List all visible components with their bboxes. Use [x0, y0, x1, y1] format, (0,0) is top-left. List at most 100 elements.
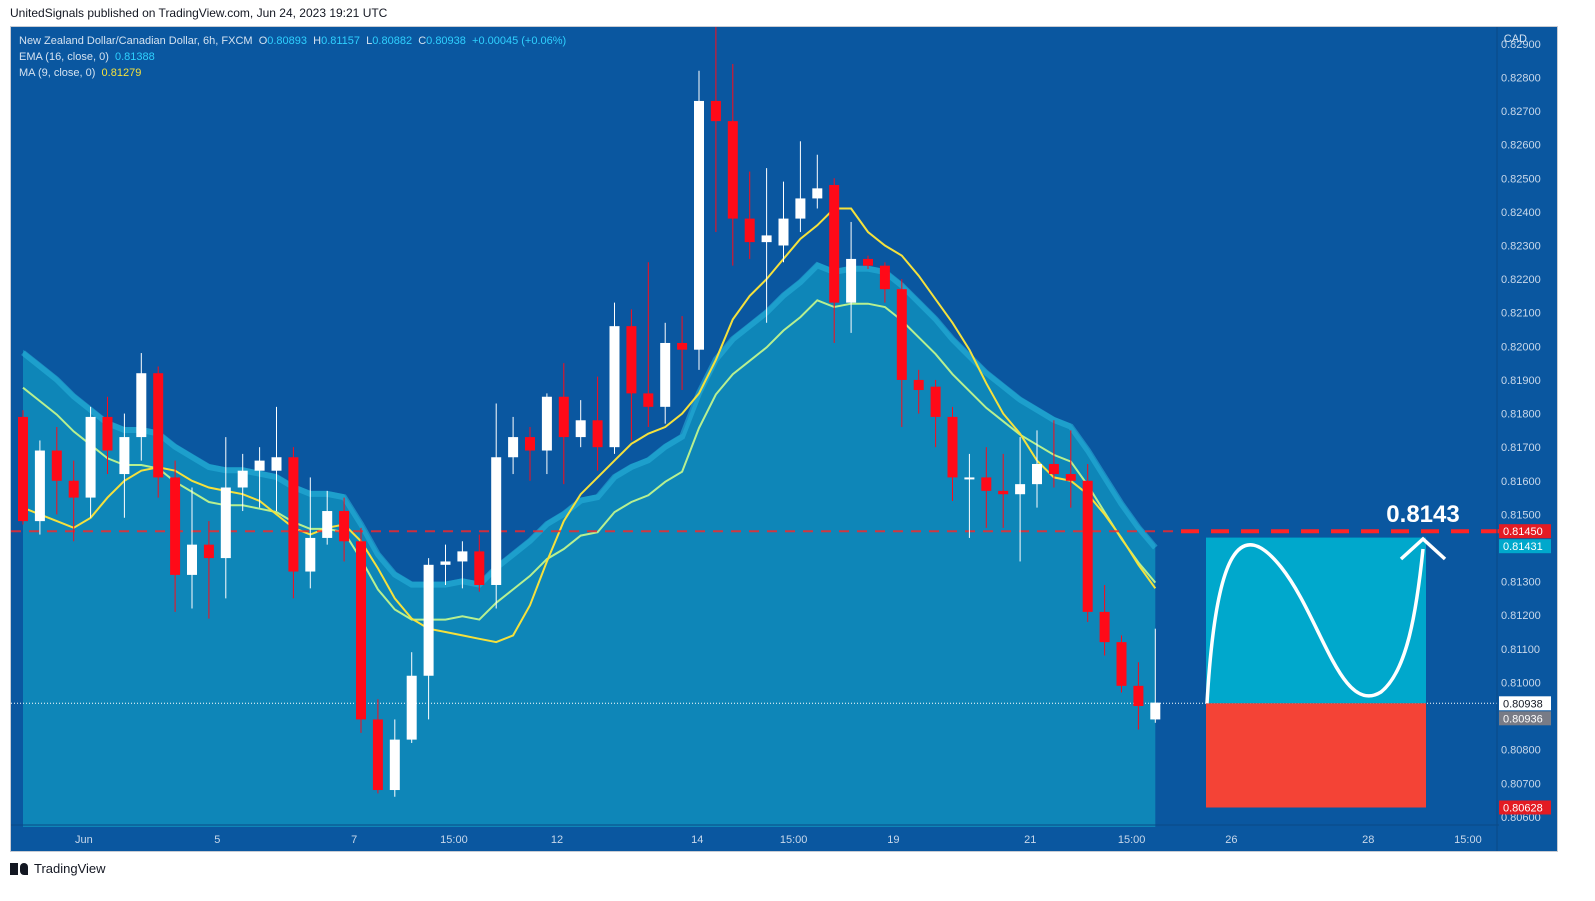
candle-body — [1015, 484, 1026, 495]
candle-body — [744, 218, 755, 243]
x-tick-label: 7 — [351, 834, 357, 846]
price-tag-label: 0.80938 — [1503, 698, 1543, 710]
y-tick-label: 0.81200 — [1501, 610, 1541, 622]
candle — [1150, 628, 1161, 723]
candle — [710, 27, 721, 233]
candle — [136, 353, 147, 461]
candle-body — [981, 477, 992, 491]
y-tick-label: 0.82200 — [1501, 274, 1541, 286]
legend-ema-value: 0.81388 — [115, 51, 155, 63]
legend-ma[interactable]: MA (9, close, 0) 0.81279 — [19, 65, 141, 81]
legend-ohlc: New Zealand Dollar/Canadian Dollar, 6h, … — [19, 35, 567, 47]
legend-close: 0.80938 — [426, 35, 466, 47]
currency-label: CAD — [1503, 33, 1527, 45]
candle-body — [305, 537, 316, 572]
price-chart[interactable]: 0.8143 0.82900 0.82800 0.82700 0.82600 0.825… — [11, 27, 1557, 851]
candle — [879, 262, 890, 303]
candle-body — [1116, 642, 1127, 686]
candle-body — [508, 437, 519, 458]
candle-body — [220, 487, 231, 559]
x-tick-label: 15:00 — [1454, 834, 1482, 846]
price-tag-label: 0.81431 — [1503, 541, 1543, 553]
candle-body — [609, 326, 620, 448]
candle — [575, 400, 586, 448]
ema-band-area — [23, 262, 1156, 827]
candle-body — [558, 396, 569, 438]
candle — [1082, 463, 1093, 622]
candle-body — [372, 719, 383, 791]
candle — [930, 379, 941, 448]
candle — [119, 413, 130, 518]
candle-body — [136, 373, 147, 438]
candle-body — [846, 258, 857, 303]
publish-info: UnitedSignals published on TradingView.c… — [10, 6, 388, 20]
candle-body — [812, 188, 823, 199]
candle — [863, 255, 873, 270]
candle — [288, 447, 299, 599]
candle-body — [68, 480, 79, 498]
candle — [18, 410, 28, 525]
candle-body — [51, 450, 62, 481]
y-tick-label: 0.80800 — [1501, 745, 1541, 757]
x-tick-label: 21 — [1024, 834, 1036, 846]
candle-body — [677, 342, 688, 350]
candle-body — [879, 265, 890, 290]
candle — [896, 279, 907, 427]
price-tag: 0.80936 — [1499, 711, 1551, 726]
candle-body — [85, 416, 96, 498]
candle — [339, 497, 350, 562]
candle-body — [592, 420, 603, 448]
x-tick-label: 15:00 — [1118, 834, 1146, 846]
candle — [795, 141, 806, 233]
price-tag-label: 0.81450 — [1503, 526, 1543, 538]
candle — [541, 393, 552, 475]
x-tick-label: 5 — [214, 834, 220, 846]
candle — [1133, 662, 1144, 730]
candle — [643, 262, 654, 427]
candle-body — [153, 373, 164, 478]
y-tick-label: 0.81300 — [1501, 577, 1541, 589]
candle — [846, 221, 857, 333]
candle-body — [964, 477, 975, 480]
candle — [51, 427, 62, 515]
y-tick-label: 0.82900 — [1501, 39, 1541, 51]
y-tick-label: 0.80600 — [1501, 812, 1541, 824]
candle-body — [440, 561, 451, 565]
candle-body — [761, 235, 772, 243]
candle — [1048, 420, 1059, 488]
candle-body — [947, 416, 958, 478]
candle-body — [896, 289, 907, 380]
candle-body — [170, 477, 181, 575]
candle-body — [660, 342, 671, 407]
price-tag-box — [1499, 711, 1551, 726]
candle — [322, 490, 333, 545]
y-tick-label: 0.82000 — [1501, 341, 1541, 353]
candle — [1015, 437, 1026, 562]
candle — [406, 652, 417, 743]
candle — [187, 487, 197, 609]
candle — [1065, 430, 1076, 508]
candle-body — [1082, 480, 1093, 612]
y-tick-label: 0.81100 — [1501, 644, 1540, 656]
candle — [778, 181, 789, 263]
candle — [1032, 430, 1042, 508]
candle-body — [491, 457, 502, 585]
candle-body — [237, 470, 248, 488]
y-tick-label: 0.81500 — [1501, 509, 1541, 521]
tradingview-logo-icon — [10, 862, 30, 875]
candle-body — [795, 198, 806, 219]
candle-body — [913, 379, 924, 391]
y-tick-label: 0.82400 — [1501, 207, 1541, 219]
forecast-curve — [1205, 543, 1425, 704]
candle — [491, 403, 502, 609]
chart-frame[interactable]: 0.8143 0.82900 0.82800 0.82700 0.82600 0.825… — [10, 26, 1558, 852]
y-tick-label: 0.82600 — [1501, 140, 1541, 152]
candle — [254, 447, 265, 508]
candle — [609, 302, 620, 454]
legend-ema[interactable]: EMA (16, close, 0) 0.81388 — [19, 49, 155, 65]
candle — [558, 363, 569, 485]
candle — [626, 309, 637, 441]
footer: TradingView — [10, 861, 106, 876]
x-tick-label: 28 — [1362, 834, 1374, 846]
candle — [85, 406, 96, 518]
